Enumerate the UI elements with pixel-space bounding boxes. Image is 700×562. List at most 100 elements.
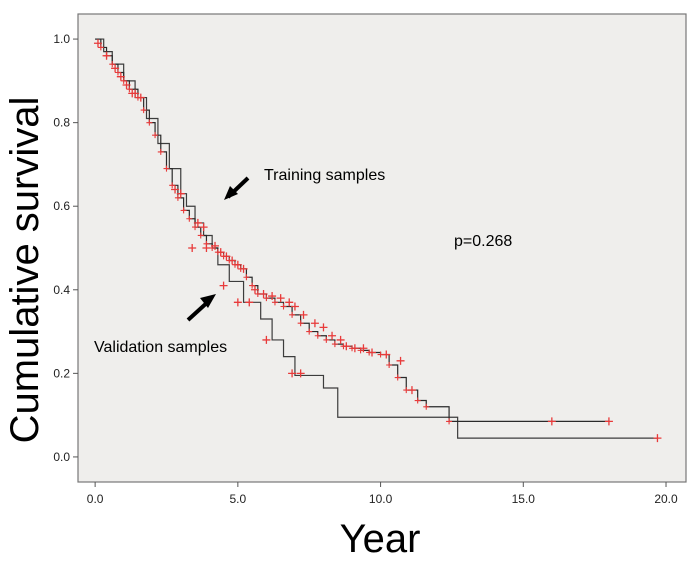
x-tick-label: 0.0	[87, 492, 104, 506]
training-step-mark	[306, 328, 313, 335]
training-censor-mark	[547, 417, 556, 426]
training-censor-mark	[290, 302, 299, 311]
x-axis-title: Year	[340, 517, 421, 561]
training-step-mark	[226, 257, 233, 264]
validation-censor-mark	[296, 369, 305, 378]
training-step-mark	[366, 349, 373, 356]
validation-censor-mark	[233, 298, 242, 307]
x-tick-label: 10.0	[369, 492, 393, 506]
training-step-mark	[97, 44, 104, 51]
validation-censor-mark	[188, 244, 197, 252]
x-tick-label: 5.0	[230, 492, 247, 506]
training-step-mark	[109, 61, 116, 68]
training-censor-mark	[604, 417, 613, 426]
plot-background	[77, 13, 687, 483]
y-tick-label: 1.0	[53, 32, 70, 46]
training-step-mark	[126, 86, 133, 93]
training-step-mark	[297, 320, 304, 327]
training-censor-mark	[407, 386, 416, 395]
training-step-mark	[340, 343, 347, 350]
x-axis: 0.0 5.0 10.0 15.0 20.0	[87, 482, 678, 506]
validation-censor-mark	[245, 298, 254, 307]
training-censor-mark	[199, 223, 208, 232]
training-censor-mark	[250, 285, 259, 294]
training-censor-mark	[396, 356, 405, 365]
p-value-label: p=0.268	[454, 233, 512, 250]
training-step-mark	[180, 207, 187, 214]
training-step-mark	[357, 347, 364, 354]
training-censor-mark	[122, 81, 131, 90]
training-censor-mark	[328, 331, 337, 340]
training-step-mark	[423, 403, 430, 410]
training-step-mark	[377, 351, 384, 358]
training-step-mark	[203, 240, 210, 247]
training-step-mark	[197, 232, 204, 239]
y-tick-label: 0.4	[53, 283, 70, 297]
annotations: Training samples Validation samples p=0.…	[94, 167, 512, 356]
x-tick-label: 15.0	[512, 492, 536, 506]
training-censor-mark	[111, 64, 120, 73]
training-censor-mark	[276, 294, 285, 303]
training-censor-mark	[319, 323, 328, 332]
y-tick-label: 0.6	[53, 199, 70, 213]
training-step-mark	[249, 282, 256, 289]
training-step-mark	[403, 387, 410, 394]
training-step-mark	[263, 295, 270, 302]
validation-censor-mark	[262, 335, 271, 344]
training-censor-mark	[382, 350, 391, 359]
training-step-mark	[103, 52, 110, 59]
training-step-mark	[386, 362, 393, 368]
training-step-mark	[220, 253, 227, 260]
training-step-mark	[209, 245, 216, 251]
training-arrowhead-icon	[224, 186, 238, 200]
training-censor-mark	[171, 185, 180, 194]
training-step-mark	[394, 374, 401, 381]
training-step-mark	[280, 303, 287, 310]
training-step-mark	[243, 274, 250, 281]
training-step-mark	[157, 148, 164, 155]
training-censor-mark	[259, 289, 268, 298]
training-censor-mark	[268, 292, 277, 301]
training-step-mark	[146, 119, 153, 126]
y-axis: 0.0 0.2 0.4 0.6 0.8 1.0	[53, 32, 78, 464]
training-samples-label: Training samples	[264, 167, 385, 184]
training-step-mark	[323, 336, 330, 343]
training-censor-mark	[299, 310, 308, 319]
training-step-mark	[271, 299, 278, 306]
training-step-mark	[254, 290, 261, 297]
training-step-mark	[214, 249, 221, 256]
training-step-mark	[163, 165, 170, 172]
x-tick-label: 20.0	[654, 492, 678, 506]
training-step-mark	[152, 132, 159, 139]
training-step-mark	[237, 265, 244, 272]
training-step-mark	[174, 194, 181, 201]
training-censor-mark	[116, 72, 125, 81]
training-step-mark	[134, 94, 141, 101]
y-tick-label: 0.0	[53, 450, 70, 464]
training-step-mark	[192, 224, 199, 231]
training-censor-mark	[193, 218, 202, 227]
y-axis-title: Cumulative survival	[3, 97, 47, 444]
y-tick-label: 0.2	[53, 366, 70, 380]
y-tick-label: 0.8	[53, 116, 70, 130]
validation-arrowhead-icon	[200, 294, 216, 308]
training-step-mark	[289, 311, 296, 318]
training-censor-mark	[131, 89, 140, 98]
training-step-mark	[331, 341, 338, 348]
training-step-mark	[349, 345, 356, 352]
training-step-mark	[446, 418, 453, 425]
training-step-mark	[140, 107, 147, 114]
training-censor-mark	[285, 298, 294, 307]
validation-censor-mark	[219, 281, 228, 290]
training-step-mark	[186, 215, 193, 222]
training-censor-mark	[336, 335, 345, 344]
training-step-mark	[169, 182, 176, 189]
validation-samples-label: Validation samples	[94, 339, 227, 356]
validation-censor-mark	[288, 369, 297, 378]
training-step-mark	[314, 332, 321, 339]
training-step-mark	[231, 261, 238, 268]
training-censor-mark	[93, 39, 102, 48]
censor-marks	[93, 39, 662, 443]
training-censor-mark	[310, 319, 319, 328]
